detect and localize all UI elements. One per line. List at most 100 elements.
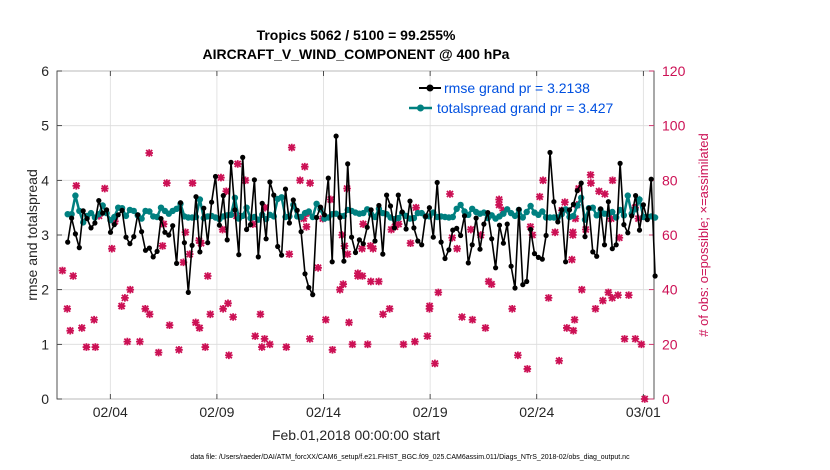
- rmse-point: [613, 242, 619, 248]
- y-right-tick-label: 120: [662, 63, 686, 79]
- rmse-point: [360, 241, 366, 247]
- obs-marker: [499, 206, 507, 215]
- obs-marker: [604, 288, 613, 297]
- y-right-tick-label: 20: [662, 336, 678, 352]
- rmse-point: [314, 214, 320, 221]
- obs-marker: [539, 176, 547, 185]
- obs-marker: [117, 302, 126, 310]
- rmse-point: [240, 154, 246, 160]
- rmse-point: [508, 263, 514, 269]
- totalspread-point: [636, 196, 643, 203]
- obs-marker: [555, 356, 563, 365]
- rmse-point: [411, 225, 417, 231]
- totalspread-point: [76, 207, 83, 215]
- obs-marker: [229, 313, 237, 321]
- totalspread-point: [523, 208, 530, 216]
- rmse-point: [438, 239, 444, 245]
- rmse-point: [271, 192, 277, 198]
- totalspread-point: [173, 205, 180, 212]
- totalspread-point: [395, 214, 402, 222]
- rmse-point: [403, 226, 409, 232]
- totalspread-point: [68, 211, 75, 218]
- obs-marker: [406, 239, 415, 247]
- rmse-point: [104, 207, 110, 213]
- obs-marker: [141, 305, 150, 313]
- obs-marker: [100, 184, 109, 193]
- totalspread-point: [578, 194, 585, 201]
- rmse-point: [485, 210, 491, 216]
- rmse-point: [263, 236, 269, 242]
- rmse-point: [247, 222, 254, 228]
- legend-spread-label: totalspread grand pr = 3.427: [437, 100, 614, 116]
- rmse-point: [407, 198, 413, 204]
- obs-marker: [608, 294, 617, 302]
- obs-marker: [328, 346, 337, 354]
- obs-marker: [476, 231, 485, 239]
- y-tick-label: 2: [41, 282, 49, 298]
- rmse-point: [154, 248, 160, 254]
- totalspread-point: [480, 209, 488, 216]
- obs-marker: [448, 233, 456, 242]
- obs-marker: [158, 242, 167, 250]
- rmse-point: [224, 237, 230, 243]
- obs-marker: [260, 335, 269, 343]
- y-right-tick-label: 0: [662, 391, 670, 407]
- y-axis-right-label: # of obs: o=possible; ×=assimilated: [696, 133, 711, 336]
- rmse-point: [302, 271, 308, 277]
- obs-marker: [285, 250, 294, 258]
- obs-marker: [287, 143, 296, 152]
- rmse-point: [387, 203, 394, 209]
- obs-marker: [225, 351, 233, 360]
- obs-marker: [302, 223, 311, 231]
- obs-marker: [343, 250, 352, 258]
- y-tick-label: 3: [41, 227, 49, 243]
- rmse-point: [430, 234, 436, 240]
- rmse-point: [543, 232, 549, 239]
- rmse-point: [601, 242, 608, 248]
- obs-marker: [91, 343, 100, 351]
- rmse-point: [115, 212, 121, 218]
- obs-marker: [434, 288, 443, 297]
- chart-title-line1: Tropics 5062 / 5100 = 99.255%: [257, 27, 456, 43]
- obs-marker: [591, 305, 600, 313]
- obs-marker: [411, 337, 419, 346]
- rmse-point: [578, 180, 584, 186]
- totalspread-point: [511, 212, 519, 220]
- totalspread-point: [122, 212, 130, 220]
- rmse-point: [454, 225, 460, 231]
- obs-marker: [578, 285, 586, 294]
- rmse-point: [500, 240, 506, 246]
- obs-marker: [468, 315, 477, 324]
- obs-marker: [326, 195, 335, 204]
- rmse-point: [352, 249, 359, 256]
- rmse-point: [306, 284, 312, 291]
- totalspread-point: [453, 205, 460, 212]
- rmse-point: [636, 227, 643, 233]
- obs-marker: [265, 340, 274, 349]
- rmse-point: [341, 258, 347, 264]
- totalspread-point: [570, 212, 577, 220]
- rmse-point: [286, 220, 292, 226]
- obs-marker: [251, 332, 259, 340]
- rmse-point: [605, 199, 612, 205]
- rmse-point: [170, 223, 176, 229]
- x-tick-label: 03/01: [626, 404, 661, 420]
- obs-marker: [551, 228, 559, 237]
- rmse-point: [294, 207, 300, 213]
- obs-marker: [354, 269, 362, 278]
- obs-marker: [453, 244, 461, 253]
- obs-marker: [232, 212, 241, 220]
- totalspread-point: [593, 212, 600, 219]
- obs-marker: [614, 291, 622, 299]
- rmse-point: [181, 240, 187, 246]
- footer-data-file: data file: /Users/raeder/DAI/ATM_forcXX/…: [190, 454, 630, 461]
- rmse-point: [434, 179, 440, 186]
- obs-marker: [224, 299, 232, 308]
- rmse-point: [111, 222, 117, 228]
- obs-marker: [425, 302, 434, 310]
- rmse-point: [162, 229, 168, 235]
- obs-marker: [624, 291, 633, 299]
- rmse-point: [282, 186, 289, 192]
- obs-marker: [615, 233, 624, 242]
- rmse-point: [88, 225, 94, 231]
